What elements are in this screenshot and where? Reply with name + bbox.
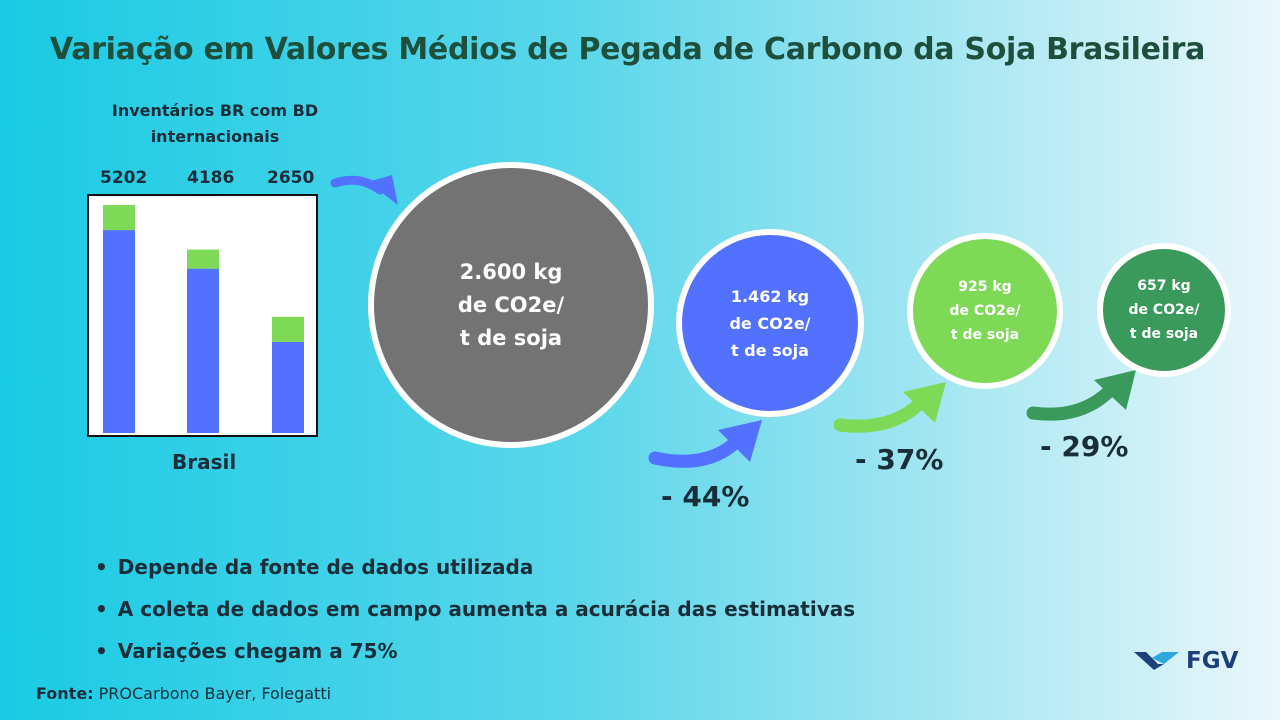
bar-segment-base — [187, 268, 219, 433]
source-text: PROCarbono Bayer, Folegatti — [93, 684, 332, 703]
circle-unit: t de soja — [950, 327, 1020, 343]
reduction-label: - 29% — [1040, 430, 1129, 463]
circle-unit: t de soja — [459, 325, 563, 350]
circle-unit: de CO2e/ — [457, 292, 565, 317]
reduction-label: - 44% — [661, 480, 750, 513]
circle-value: 2.600 kg — [459, 259, 563, 284]
circle-unit: t de soja — [1129, 326, 1199, 342]
bullet-item: A coleta de dados em campo aumenta a acu… — [95, 597, 855, 621]
fgv-logo-icon — [1134, 652, 1179, 670]
arrow-icon — [330, 175, 398, 205]
bar-segment-base — [272, 341, 304, 433]
reduction-label: - 37% — [855, 443, 944, 476]
x-axis-label: Brasil — [172, 450, 237, 474]
bar-segment-top — [272, 316, 304, 342]
footprint-circle-925: 925 kg de CO2e/t de soja — [907, 233, 1063, 389]
footprint-circle-1462: 1.462 kg de CO2e/t de soja — [676, 229, 864, 417]
fgv-logo: FGV — [1134, 648, 1238, 674]
bullet-item: Variações chegam a 75% — [95, 639, 398, 663]
arrow-icon — [1026, 370, 1136, 421]
source-note: Fonte: PROCarbono Bayer, Folegatti — [36, 684, 331, 703]
arrow-icon — [648, 420, 762, 468]
circle-value: 657 kg — [1137, 278, 1191, 294]
inventory-label: Inventários BR com BD internacionais — [111, 101, 319, 146]
bar-chart — [87, 194, 318, 437]
bar-segment-base — [103, 230, 135, 433]
footprint-circle-657: 657 kg de CO2e/t de soja — [1097, 243, 1231, 377]
circle-value: 1.462 kg — [730, 286, 810, 306]
circle-value: 925 kg — [958, 279, 1012, 295]
footprint-circle-2600: 2.600 kg de CO2e/t de soja — [368, 162, 654, 448]
bar-value-label: 2650 — [267, 168, 315, 188]
circle-unit: de CO2e/ — [1128, 302, 1200, 318]
arrow-icon — [833, 382, 946, 433]
circle-unit: de CO2e/ — [949, 303, 1021, 319]
source-label: Fonte: — [36, 684, 94, 703]
bar-value-label: 5202 — [100, 168, 148, 188]
circle-unit: de CO2e/ — [729, 313, 811, 333]
slide-title: Variação em Valores Médios de Pegada de … — [49, 32, 1206, 67]
bar-segment-top — [103, 205, 135, 231]
bullet-item: Depende da fonte de dados utilizada — [95, 555, 534, 579]
bar-segment-top — [187, 249, 219, 269]
circle-unit: t de soja — [731, 340, 809, 360]
bar-value-label: 4186 — [187, 168, 235, 188]
logo-text: FGV — [1186, 648, 1239, 674]
